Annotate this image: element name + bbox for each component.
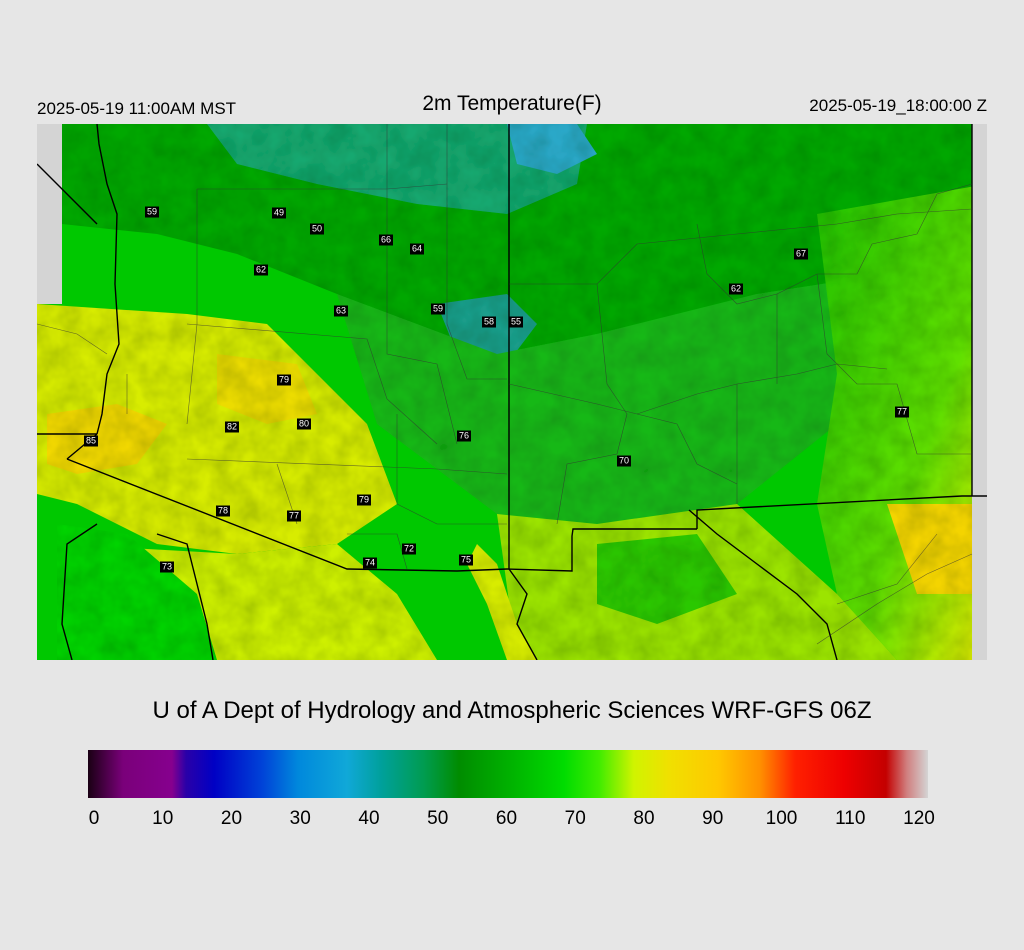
colorbar-tick-labels: 0 10 20 30 40 50 60 70 80 90 100 110 120	[0, 808, 1024, 838]
credit-line: U of A Dept of Hydrology and Atmospheric…	[152, 697, 872, 724]
colorbar-tick-label: 110	[835, 808, 866, 829]
local-time-label: 2025-05-19 11:00AM MST	[37, 99, 237, 118]
temperature-colorbar	[88, 750, 928, 798]
colorbar-tick-label: 50	[427, 808, 449, 829]
station-label: 62	[253, 264, 269, 276]
station-label: 79	[356, 494, 372, 506]
state-borders	[37, 124, 987, 660]
colorbar-tick-label: 120	[903, 808, 935, 829]
colorbar-tick-label: 30	[289, 808, 311, 829]
station-label: 85	[83, 435, 99, 447]
station-label: 82	[224, 421, 240, 433]
colorbar-tick-label: 20	[220, 808, 243, 829]
station-label: 77	[894, 406, 910, 418]
colorbar-tick-label: 60	[495, 808, 518, 829]
station-label: 58	[481, 316, 497, 328]
county-borders	[37, 124, 973, 645]
station-label: 73	[159, 561, 175, 573]
valid-time-label: 2025-05-19_18:00:00 Z	[809, 96, 987, 115]
station-label: 70	[616, 455, 632, 467]
no-data-right	[972, 124, 987, 660]
colorbar-tick-label: 40	[358, 808, 380, 829]
station-label: 80	[296, 418, 312, 430]
map-canvas	[37, 124, 987, 660]
colorbar-tick-label: 70	[564, 808, 586, 829]
station-label: 59	[430, 303, 446, 315]
station-label: 66	[378, 234, 394, 246]
temperature-field	[37, 124, 987, 660]
temperature-map: 59 49 50 66 64 62 63 59 58 55 67 62 79 82 80 85 76 77 70 78…	[37, 124, 987, 660]
station-label: 75	[458, 554, 474, 566]
station-label: 77	[286, 510, 302, 522]
station-label: 78	[215, 505, 231, 517]
station-label: 67	[793, 248, 809, 260]
station-label: 74	[362, 557, 378, 569]
station-label: 76	[456, 430, 472, 442]
station-label: 50	[309, 223, 325, 235]
colorbar-tick-label: 10	[152, 808, 174, 829]
station-label: 49	[271, 207, 287, 219]
colorbar-tick-label: 80	[633, 808, 655, 829]
colorbar-fill	[88, 750, 928, 798]
station-label: 63	[333, 305, 349, 317]
station-label: 64	[409, 243, 425, 255]
no-data-left	[37, 124, 62, 304]
station-label: 79	[276, 374, 292, 386]
colorbar-gradient	[88, 750, 928, 798]
station-label: 62	[728, 283, 744, 295]
station-label: 72	[401, 543, 417, 555]
station-label: 55	[508, 316, 524, 328]
colorbar-tick-label: 0	[88, 808, 100, 829]
map-title: 2m Temperature(F)	[422, 92, 602, 115]
station-label: 59	[144, 206, 160, 218]
colorbar-tick-label: 100	[765, 808, 798, 829]
colorbar-tick-label: 90	[702, 808, 724, 829]
